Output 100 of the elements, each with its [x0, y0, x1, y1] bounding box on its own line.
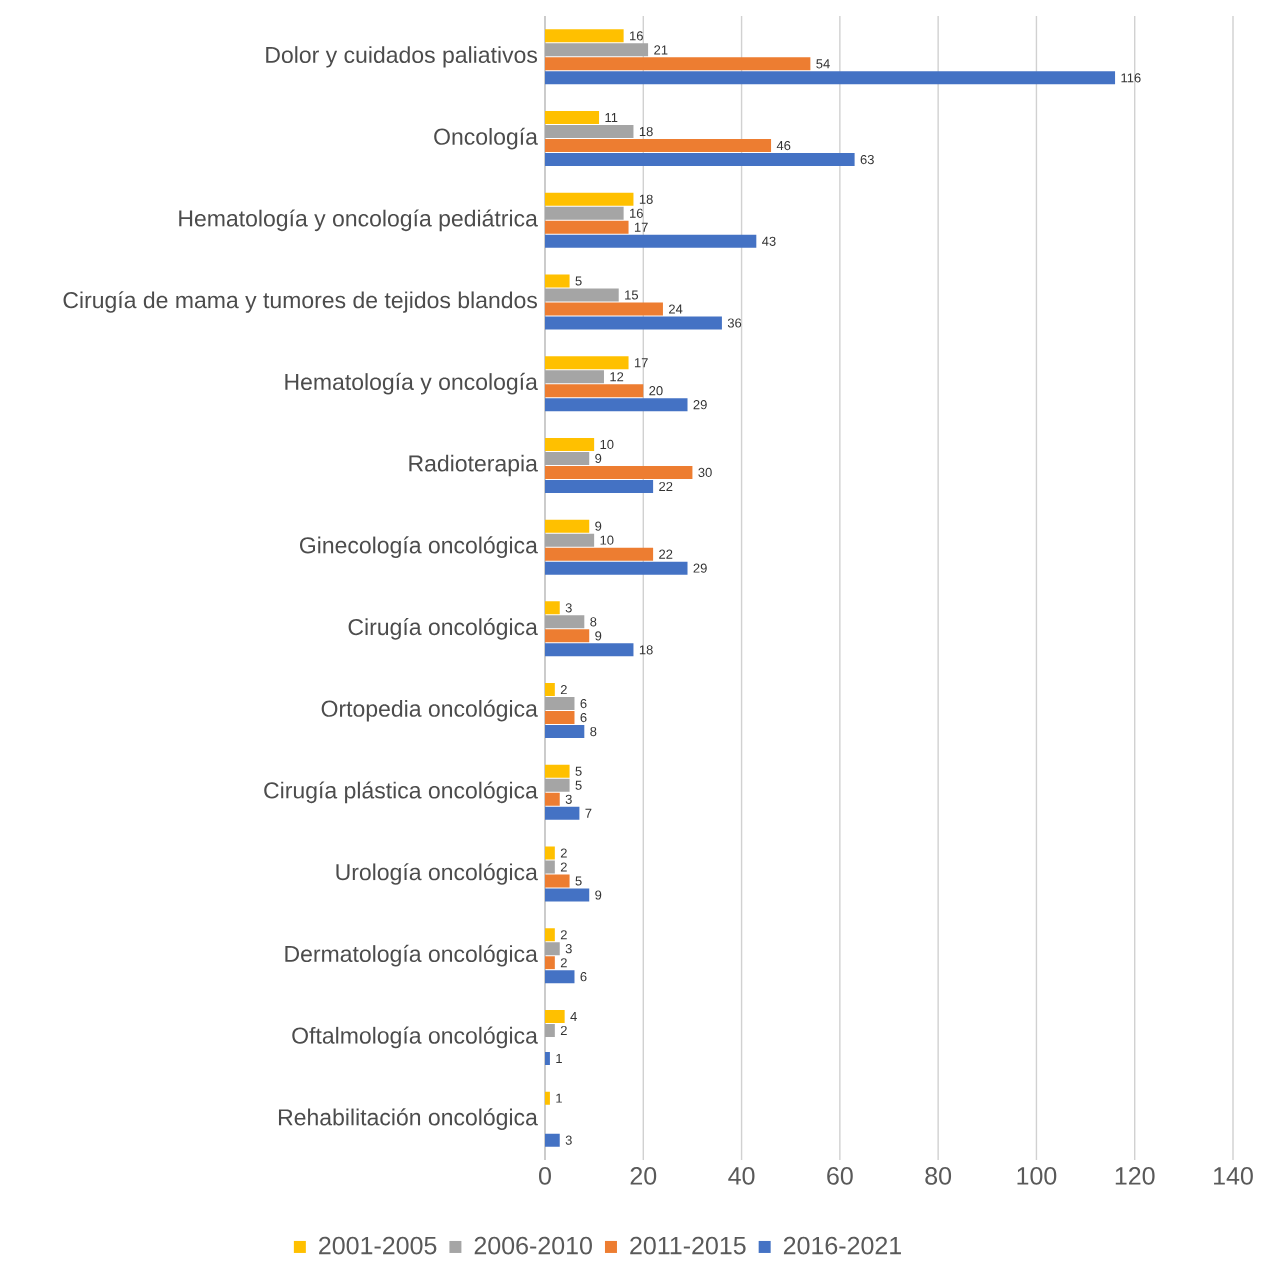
data-label: 3 — [565, 1135, 572, 1145]
y-tick-label: Urología oncológica — [336, 863, 538, 885]
y-tick-label: Dermatología oncológica — [285, 944, 538, 967]
data-label: 17 — [634, 358, 648, 368]
data-label: 22 — [659, 481, 673, 491]
data-label: 22 — [659, 549, 673, 559]
data-label: 21 — [654, 45, 668, 55]
bar — [545, 792, 560, 806]
bar — [545, 928, 555, 942]
bar — [545, 874, 570, 888]
y-tick-label: Radioterapia — [409, 454, 538, 477]
bar — [545, 601, 560, 615]
bar — [545, 778, 570, 792]
bar — [545, 139, 772, 153]
x-tick-label: 120 — [1115, 1167, 1155, 1185]
data-label: 18 — [639, 194, 653, 204]
x-tick-label: 0 — [539, 1167, 551, 1185]
data-label: 12 — [610, 372, 624, 382]
x-tick-label: 100 — [1017, 1167, 1057, 1185]
bar — [545, 370, 604, 384]
data-label: 18 — [639, 645, 653, 655]
bar — [545, 465, 693, 479]
bar — [545, 629, 590, 643]
bar — [545, 274, 570, 288]
data-label: 11 — [605, 113, 618, 123]
bar — [545, 479, 654, 493]
bar — [545, 234, 757, 248]
bar — [545, 942, 560, 956]
data-label: 2 — [560, 862, 567, 872]
bar — [545, 111, 600, 125]
data-label: 4 — [570, 1011, 577, 1021]
bar — [545, 57, 811, 71]
data-label: 116 — [1121, 73, 1141, 83]
bar — [545, 697, 575, 711]
data-label: 10 — [600, 439, 614, 450]
data-label: 3 — [565, 603, 572, 613]
data-label: 9 — [595, 890, 602, 900]
data-label: 17 — [634, 222, 648, 232]
bar — [545, 970, 575, 984]
data-label: 54 — [816, 59, 830, 69]
x-tick-label: 60 — [827, 1167, 853, 1185]
y-tick-label: Ginecología oncológica — [299, 536, 538, 558]
bar — [545, 437, 595, 451]
data-label: 3 — [565, 944, 572, 954]
x-tick-label: 20 — [630, 1167, 657, 1185]
y-tick-label: Rehabilitación oncológica — [278, 1108, 538, 1130]
y-tick-label: Cirugía plástica oncológica — [264, 781, 538, 804]
data-label: 3 — [565, 794, 572, 804]
data-label: 2 — [560, 848, 567, 858]
data-label: 18 — [639, 126, 653, 137]
data-label: 8 — [590, 617, 597, 627]
data-label: 10 — [600, 535, 614, 545]
data-label: 6 — [580, 698, 587, 709]
y-tick-label: Dolor y cuidados paliativos — [266, 46, 538, 68]
bar — [545, 125, 634, 139]
bar — [545, 1133, 560, 1147]
bar — [545, 615, 585, 629]
bar — [545, 356, 629, 370]
data-label: 2 — [560, 930, 567, 940]
data-label: 2 — [560, 685, 567, 695]
legend-label: 2011-2015 — [630, 1236, 746, 1255]
x-tick-label: 140 — [1214, 1167, 1253, 1185]
bar — [545, 43, 649, 57]
data-label: 5 — [575, 766, 582, 776]
legend-label: 2006-2010 — [474, 1236, 592, 1255]
bar — [545, 1009, 565, 1023]
data-label: 5 — [575, 276, 582, 286]
bar — [545, 220, 629, 234]
bar — [545, 846, 555, 860]
bar — [545, 316, 722, 330]
bar — [545, 1091, 550, 1105]
data-label: 2 — [560, 958, 567, 968]
data-label: 9 — [595, 631, 602, 641]
data-label: 9 — [595, 521, 602, 531]
bar — [545, 519, 590, 533]
data-label: 15 — [625, 290, 639, 300]
bar — [545, 288, 619, 302]
bar — [545, 1051, 550, 1065]
data-label: 29 — [693, 563, 707, 573]
bar — [545, 888, 590, 902]
legend-label: 2016-2021 — [783, 1236, 901, 1255]
data-label: 5 — [575, 876, 582, 886]
bar — [545, 206, 624, 220]
bar — [545, 71, 1116, 85]
data-label: 6 — [580, 972, 587, 982]
y-tick-label: Oncología — [434, 127, 538, 150]
bar — [545, 547, 654, 561]
bar — [545, 398, 688, 412]
data-label: 16 — [630, 208, 643, 218]
bar — [545, 683, 555, 697]
data-label: 7 — [585, 808, 592, 818]
data-label: 6 — [580, 712, 587, 723]
data-label: 16 — [630, 31, 643, 41]
data-label: 63 — [860, 154, 874, 165]
data-label: 43 — [762, 236, 776, 246]
data-label: 8 — [590, 726, 597, 737]
x-tick-label: 40 — [728, 1167, 755, 1185]
x-tick-label: 80 — [925, 1167, 952, 1185]
bar — [545, 451, 590, 465]
data-label: 30 — [698, 467, 712, 478]
